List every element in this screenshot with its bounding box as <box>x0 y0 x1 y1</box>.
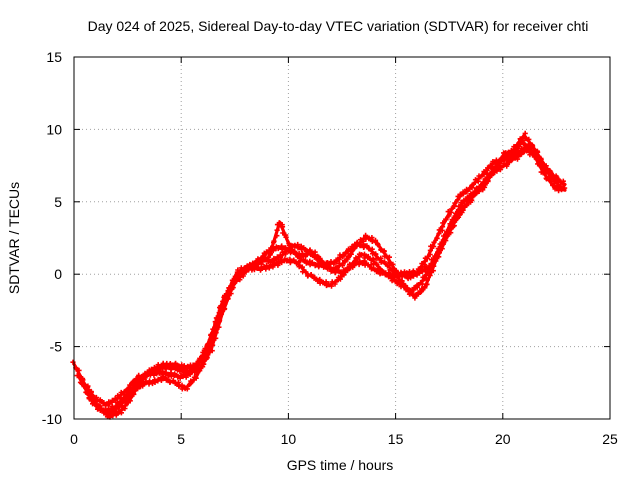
plot-frame <box>73 56 611 420</box>
x-tick-label: 0 <box>70 431 78 447</box>
x-tick-label: 20 <box>495 431 511 447</box>
chart-title: Day 024 of 2025, Sidereal Day-to-day VTE… <box>88 18 589 34</box>
data-series <box>70 130 568 420</box>
y-tick-label: 5 <box>54 194 62 210</box>
x-tick-label: 15 <box>388 431 404 447</box>
y-tick-label: 15 <box>46 49 62 65</box>
axis-ticks: 0 5 10 15 20 25 -10 -5 0 5 10 15 <box>42 49 618 447</box>
series-markers <box>83 147 560 420</box>
x-tick-label: 25 <box>602 431 618 447</box>
x-axis-label: GPS time / hours <box>287 457 394 473</box>
y-tick-label: -5 <box>50 339 63 355</box>
series-track-4 <box>83 147 561 420</box>
y-tick-label: -10 <box>42 411 62 427</box>
y-axis-label: SDTVAR / TECUs <box>6 182 22 294</box>
x-tick-label: 10 <box>281 431 297 447</box>
x-tick-label: 5 <box>177 431 185 447</box>
y-tick-label: 0 <box>54 266 62 282</box>
y-tick-label: 10 <box>46 121 62 137</box>
